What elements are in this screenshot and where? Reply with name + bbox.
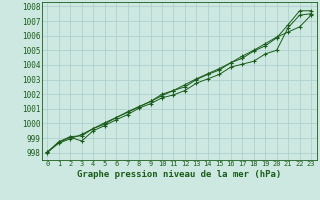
X-axis label: Graphe pression niveau de la mer (hPa): Graphe pression niveau de la mer (hPa) [77,170,281,179]
